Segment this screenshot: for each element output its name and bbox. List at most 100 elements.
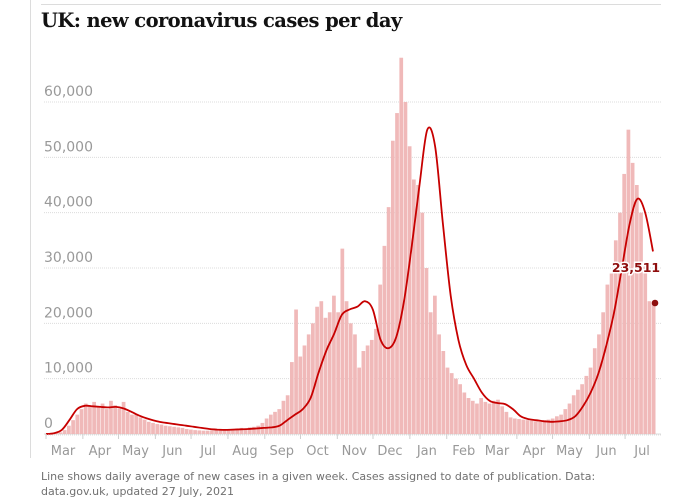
bar bbox=[571, 395, 576, 434]
bar bbox=[491, 400, 496, 434]
bar bbox=[601, 312, 606, 434]
bar bbox=[75, 414, 80, 434]
bar bbox=[634, 185, 639, 434]
bar bbox=[651, 303, 656, 434]
bar bbox=[622, 173, 627, 434]
bar bbox=[403, 102, 408, 434]
bar bbox=[92, 401, 96, 434]
bar bbox=[584, 375, 589, 434]
chart-title: UK: new coronavirus cases per day bbox=[41, 9, 402, 32]
bar bbox=[462, 392, 467, 434]
bar bbox=[369, 339, 374, 434]
x-tick-label: Sep bbox=[270, 444, 295, 459]
bar bbox=[256, 425, 261, 434]
bar bbox=[424, 268, 429, 434]
bar bbox=[395, 113, 399, 434]
bar bbox=[176, 427, 181, 434]
bar bbox=[138, 417, 143, 434]
bar bbox=[226, 429, 231, 434]
bar bbox=[466, 398, 471, 434]
bar bbox=[294, 309, 298, 434]
x-tick-label: Jun bbox=[161, 444, 182, 459]
left-border bbox=[30, 0, 31, 458]
bar bbox=[500, 406, 505, 434]
bar bbox=[100, 403, 105, 434]
bar bbox=[285, 395, 290, 434]
bar bbox=[58, 432, 63, 434]
top-border bbox=[41, 4, 661, 5]
bar bbox=[538, 421, 542, 434]
bar bbox=[117, 408, 122, 434]
bar bbox=[420, 212, 425, 434]
bar bbox=[576, 389, 580, 434]
y-tick-label: 20,000 bbox=[44, 305, 93, 321]
bar bbox=[353, 334, 357, 434]
bar bbox=[252, 426, 256, 434]
bar bbox=[306, 334, 311, 434]
bar bbox=[180, 427, 185, 434]
bar bbox=[618, 212, 622, 434]
bar bbox=[643, 262, 648, 434]
bar bbox=[231, 429, 235, 434]
bar bbox=[542, 420, 547, 434]
x-tick-label: Jun bbox=[595, 444, 616, 459]
y-tick-label: 40,000 bbox=[44, 195, 93, 211]
bar bbox=[104, 409, 109, 434]
bar bbox=[134, 414, 139, 434]
x-tick-label: May bbox=[556, 444, 583, 459]
bar bbox=[529, 420, 534, 434]
bar bbox=[62, 430, 67, 434]
x-tick-label: Apr bbox=[523, 444, 546, 459]
bar bbox=[399, 57, 404, 434]
bar bbox=[332, 295, 336, 434]
bar bbox=[210, 430, 214, 434]
bar bbox=[441, 351, 446, 434]
bar bbox=[277, 409, 282, 434]
x-tick-label: Mar bbox=[485, 444, 510, 459]
bar bbox=[470, 400, 475, 434]
annotation-dot bbox=[651, 299, 659, 307]
bar bbox=[327, 312, 332, 434]
bar bbox=[67, 425, 71, 434]
bar bbox=[517, 419, 521, 434]
bar bbox=[54, 433, 59, 434]
bar bbox=[365, 345, 370, 434]
bar bbox=[546, 419, 551, 434]
bar bbox=[315, 306, 319, 434]
bar bbox=[193, 430, 197, 434]
bar bbox=[298, 356, 303, 434]
bar bbox=[96, 407, 101, 434]
bar bbox=[647, 301, 652, 434]
bar bbox=[483, 401, 488, 434]
bar bbox=[458, 384, 462, 434]
bar bbox=[382, 245, 387, 434]
bar bbox=[416, 185, 420, 434]
x-tick-label: Jul bbox=[199, 444, 216, 459]
bar bbox=[454, 378, 458, 434]
bar bbox=[374, 328, 378, 434]
bar bbox=[163, 425, 168, 434]
bar bbox=[534, 421, 538, 434]
bar bbox=[159, 424, 164, 434]
bar bbox=[428, 312, 433, 434]
bar bbox=[71, 420, 75, 434]
bar bbox=[88, 406, 92, 434]
bar bbox=[555, 416, 559, 434]
bar bbox=[130, 414, 134, 434]
bars bbox=[50, 57, 656, 435]
bar bbox=[319, 301, 324, 434]
bar bbox=[146, 421, 151, 434]
bar bbox=[121, 401, 126, 434]
y-tick-label: 10,000 bbox=[44, 361, 93, 377]
weekly-average-line bbox=[45, 126, 654, 435]
bar bbox=[597, 334, 601, 434]
bar bbox=[639, 212, 643, 434]
bar bbox=[302, 345, 307, 434]
x-tick-label: Jul bbox=[633, 444, 650, 459]
bar bbox=[151, 422, 155, 434]
bar bbox=[361, 351, 366, 434]
bar bbox=[142, 419, 147, 434]
bar bbox=[609, 273, 614, 434]
x-tick-label: Oct bbox=[306, 444, 328, 459]
bar bbox=[592, 348, 597, 434]
